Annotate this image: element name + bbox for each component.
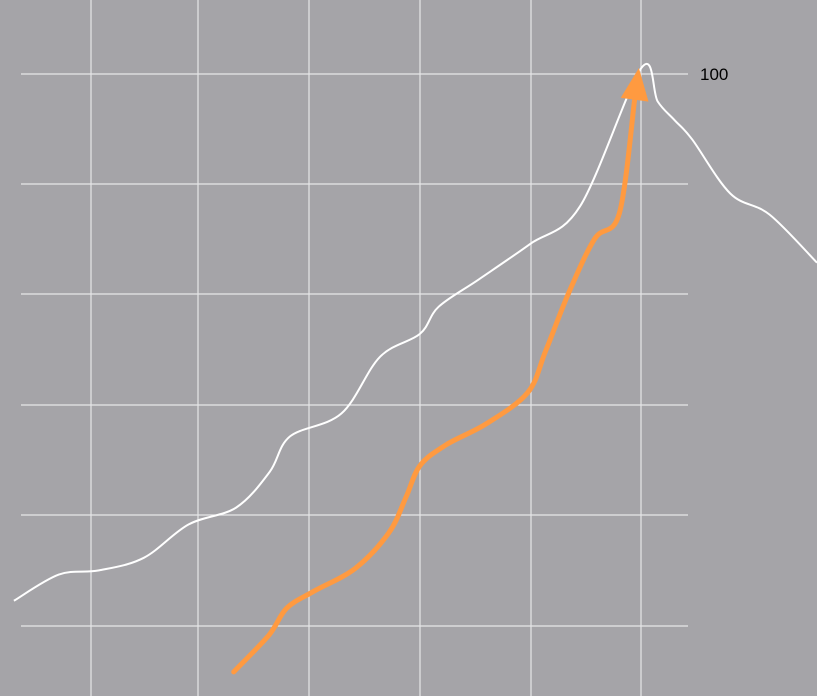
y-tick-label-100: 100 [700, 65, 728, 84]
chart-grid [21, 0, 688, 696]
orange-arrow-line [231, 97, 638, 675]
white-series-line [13, 63, 817, 602]
orange-arrowhead [620, 68, 649, 102]
